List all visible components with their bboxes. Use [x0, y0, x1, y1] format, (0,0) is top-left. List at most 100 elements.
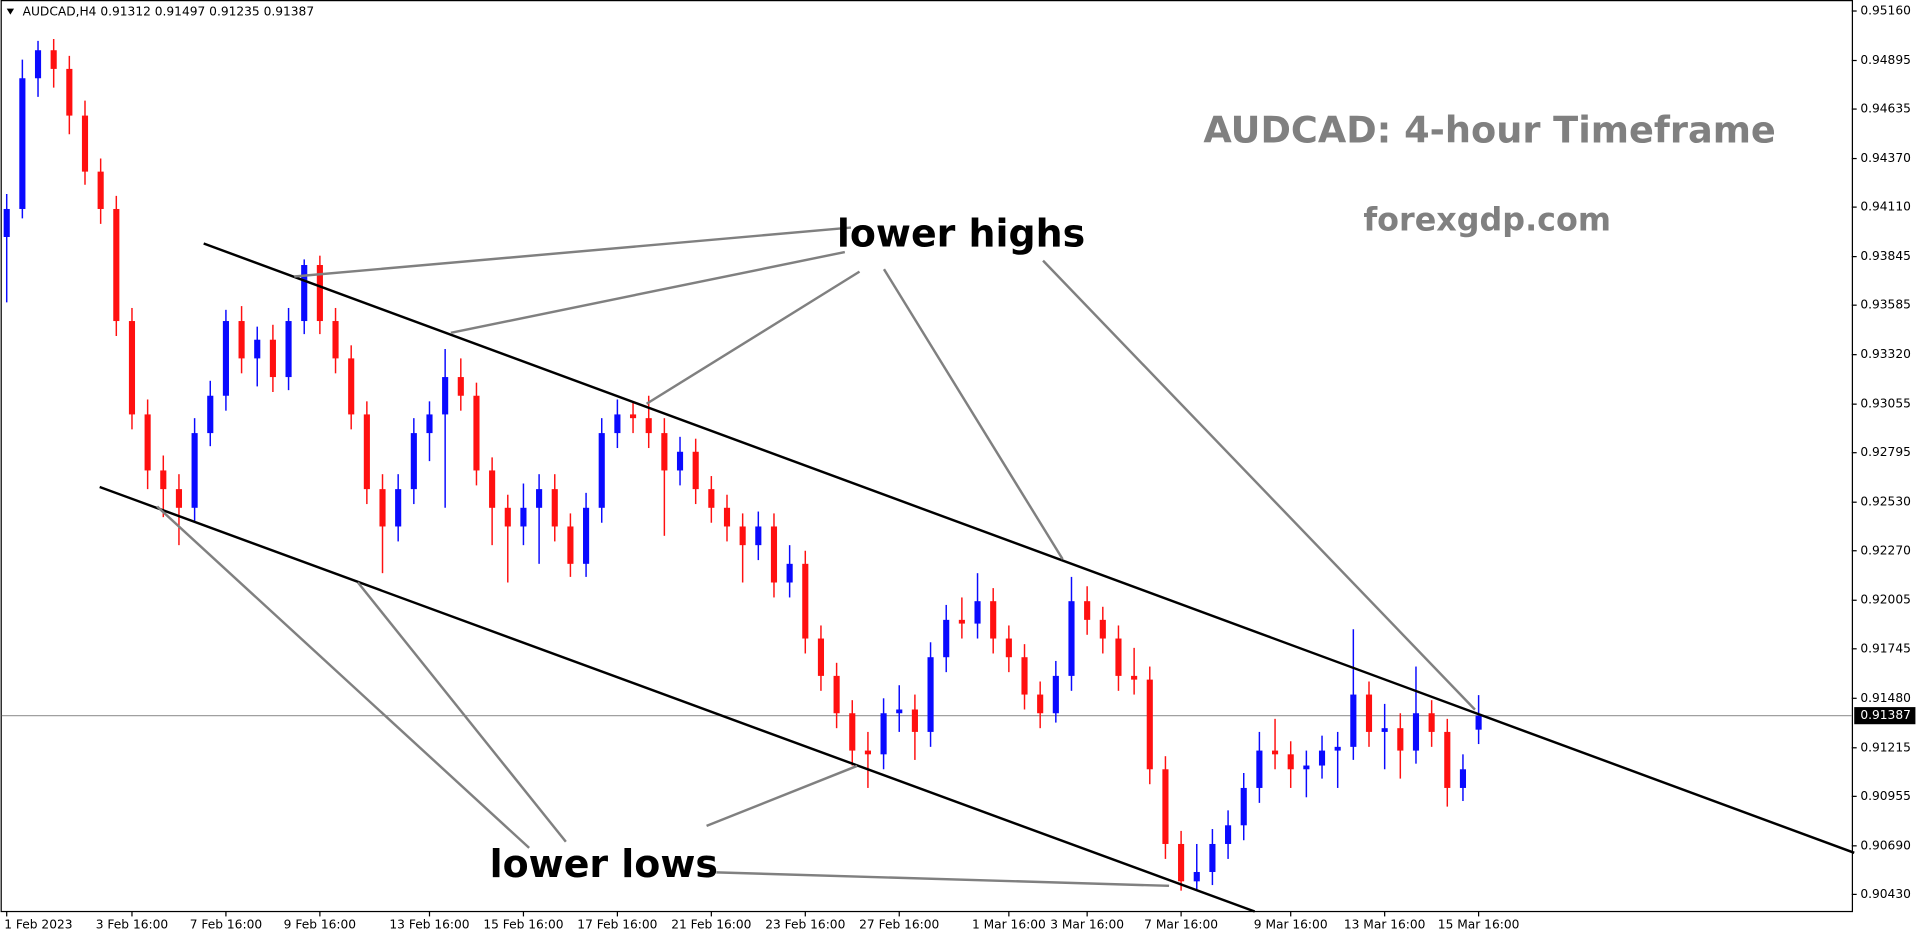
candle-body: [1271, 750, 1279, 755]
candle-body: [1099, 619, 1106, 639]
current-price-box: [1854, 707, 1916, 725]
connector: [645, 270, 861, 405]
candle-body: [1068, 601, 1075, 676]
candle-body: [629, 414, 637, 419]
candle-body: [1334, 746, 1341, 751]
y-tick-label: 0.94370: [1860, 151, 1911, 165]
candle-body: [1287, 754, 1294, 770]
x-tick-label: 7 Mar 16:00: [1144, 917, 1218, 931]
candle-body: [1131, 675, 1138, 680]
candle-body: [1084, 601, 1091, 620]
x-tick-label: 13 Feb 16:00: [389, 917, 469, 931]
chart-title: AUDCAD: 4-hour Timeframe: [1203, 109, 1775, 152]
candle-body: [598, 433, 605, 508]
candle-body: [50, 50, 57, 69]
y-tick-label: 0.92530: [1860, 495, 1911, 509]
candle-body: [332, 321, 339, 359]
x-tick-label: 15 Feb 16:00: [483, 917, 563, 931]
candle-body: [238, 321, 245, 359]
candle-body: [802, 563, 809, 639]
y-tick-label: 0.91215: [1860, 740, 1911, 754]
candle-body: [927, 657, 934, 732]
candle-body: [316, 265, 323, 322]
candle-body: [395, 489, 402, 527]
connector: [1042, 259, 1476, 711]
candle-body: [379, 489, 386, 527]
y-tick-label: 0.92270: [1860, 543, 1911, 557]
chart-subtitle: forexgdp.com: [1363, 200, 1611, 238]
candle-body: [567, 526, 574, 564]
candle-body: [770, 526, 778, 583]
candle-body: [1005, 638, 1012, 658]
candle-body: [254, 339, 261, 359]
connector: [450, 250, 846, 334]
x-tick-label: 15 Mar 16:00: [1438, 917, 1520, 931]
candle-body: [1444, 731, 1451, 788]
candle-body: [489, 470, 496, 508]
candle-body: [473, 395, 480, 471]
y-tick-label: 0.93585: [1860, 298, 1911, 312]
candle-body: [1459, 769, 1467, 788]
y-tick-label: 0.92795: [1860, 445, 1911, 459]
candle-body: [1381, 728, 1388, 732]
candle-body: [661, 433, 668, 471]
candle-body: [348, 358, 355, 415]
candle-body: [1475, 715, 1482, 730]
x-tick-label: 23 Feb 16:00: [765, 917, 845, 931]
candle-body: [285, 321, 292, 378]
candle-body: [1052, 675, 1059, 714]
current-price-label: 0.91387: [1860, 708, 1911, 722]
y-tick-label: 0.93845: [1860, 249, 1911, 263]
candle-body: [614, 414, 621, 434]
connector: [716, 871, 1170, 888]
candle-body: [1240, 787, 1247, 826]
x-tick-label: 27 Feb 16:00: [859, 917, 939, 931]
candle-body: [3, 208, 10, 237]
connector: [294, 226, 852, 278]
upper-trend-line: [203, 242, 1855, 854]
candle-body: [1178, 843, 1185, 882]
candle-body: [817, 638, 825, 676]
candle-body: [692, 451, 699, 490]
candle-body: [1193, 871, 1200, 882]
candle-body: [66, 68, 73, 116]
candle-body: [410, 433, 417, 490]
trend-lines: [99, 242, 1855, 913]
candle-body: [708, 489, 715, 508]
candle-body: [880, 713, 887, 755]
candle-body: [81, 115, 89, 172]
y-tick-label: 0.91480: [1860, 691, 1911, 705]
candle-body: [160, 470, 167, 490]
candle-body: [1365, 694, 1373, 732]
x-tick-label: 1 Feb 2023: [4, 917, 72, 931]
candle-body: [1146, 679, 1153, 770]
connector: [356, 581, 567, 843]
y-tick-label: 0.90955: [1860, 789, 1911, 803]
candle-body: [301, 265, 308, 322]
candle-body: [551, 489, 558, 527]
candle-body: [520, 507, 527, 527]
y-tick-label: 0.90690: [1860, 838, 1911, 852]
candle-body: [19, 78, 26, 209]
annotation-connectors: [156, 226, 1476, 888]
candle-body: [207, 395, 214, 434]
y-tick-label: 0.91745: [1860, 641, 1911, 655]
candle-body: [645, 418, 652, 434]
y-tick-label: 0.94635: [1860, 102, 1911, 116]
candle-body: [864, 750, 871, 755]
candle-body: [723, 507, 731, 527]
candle-body: [175, 489, 183, 508]
x-tick-label: 7 Feb 16:00: [190, 917, 262, 931]
candle-body: [1209, 843, 1216, 872]
candle-body: [1021, 657, 1028, 695]
connector: [882, 268, 1064, 560]
x-tick-label: 9 Mar 16:00: [1254, 917, 1328, 931]
candle-body: [536, 489, 543, 508]
candle-body: [191, 433, 198, 508]
x-tick-label: 21 Feb 16:00: [671, 917, 751, 931]
candle-body: [583, 507, 590, 564]
x-tick-label: 3 Feb 16:00: [96, 917, 168, 931]
candle-body: [222, 321, 229, 396]
